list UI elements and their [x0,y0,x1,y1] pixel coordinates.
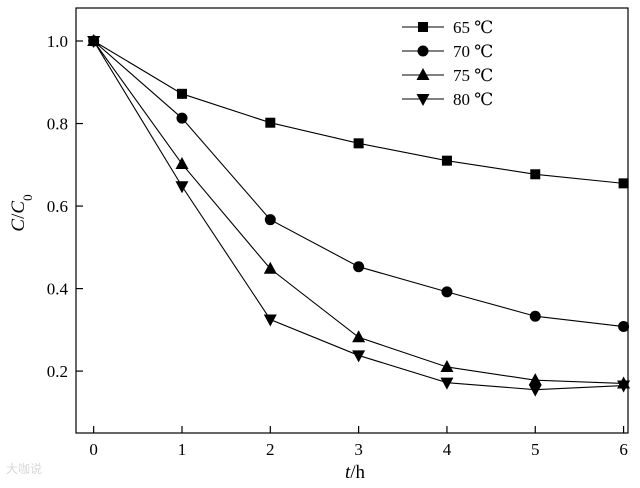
data-point [618,178,629,189]
x-axis-label: t/h [345,462,366,483]
x-tick-label: 1 [178,440,187,459]
data-point [440,377,454,390]
data-point [352,350,366,363]
data-point [617,380,631,393]
y-axis-label: C/C0 [8,194,35,231]
data-point [176,88,187,99]
axes: 0 1 2 3 4 5 6 0.2 0.4 0.6 0.8 1.0 [47,7,629,459]
data-point [528,373,542,386]
legend-entry-2: 70 ℃ [402,42,493,61]
data-point [440,359,454,372]
legend-marker [418,22,428,32]
legend-marker [416,94,430,106]
x-tick-label: 4 [443,440,452,459]
legend-label: 75 ℃ [453,66,493,85]
x-tick-label: 3 [354,440,363,459]
data-point [264,214,276,226]
plot-frame [75,7,629,434]
legend-entry-1: 65 ℃ [402,18,493,37]
y-tick-label: 0.4 [47,280,69,299]
data-point [441,286,453,298]
data-point [352,330,366,343]
y-tick-label: 1.0 [47,32,68,51]
legend-entry-3: 75 ℃ [402,66,493,85]
data-point [175,156,189,169]
legend-marker [417,45,429,57]
series-line [93,40,624,328]
series-layer [87,34,631,397]
data-point [263,314,277,327]
series-line [93,40,624,184]
x-tick-label: 0 [89,440,98,459]
data-point [265,117,276,128]
x-tick-label: 6 [619,440,628,459]
legend-entry-4: 80 ℃ [402,90,493,109]
data-point [618,321,630,333]
data-point [528,384,542,397]
legend-label: 70 ℃ [453,42,493,61]
watermark-logo: 大咖说 [6,462,43,476]
data-point [353,261,365,273]
data-point [530,169,541,180]
data-point [263,261,277,274]
data-point [175,181,189,194]
x-tick-label: 5 [531,440,540,459]
y-tick-label: 0.6 [47,197,68,216]
series-2 [88,35,630,333]
legend: 65 ℃ 70 ℃ 75 ℃ 80 ℃ [402,18,493,109]
series-3 [87,34,631,389]
data-point [176,112,188,124]
data-point [441,155,452,166]
series-4 [87,36,631,397]
y-tick-label: 0.2 [47,362,68,381]
y-tick-label: 0.8 [47,115,68,134]
data-point [87,36,101,49]
data-point [353,138,364,149]
x-tick-label: 2 [266,440,275,459]
legend-marker [416,68,430,80]
legend-label: 65 ℃ [453,18,493,37]
data-point [529,310,541,322]
legend-label: 80 ℃ [453,90,493,109]
